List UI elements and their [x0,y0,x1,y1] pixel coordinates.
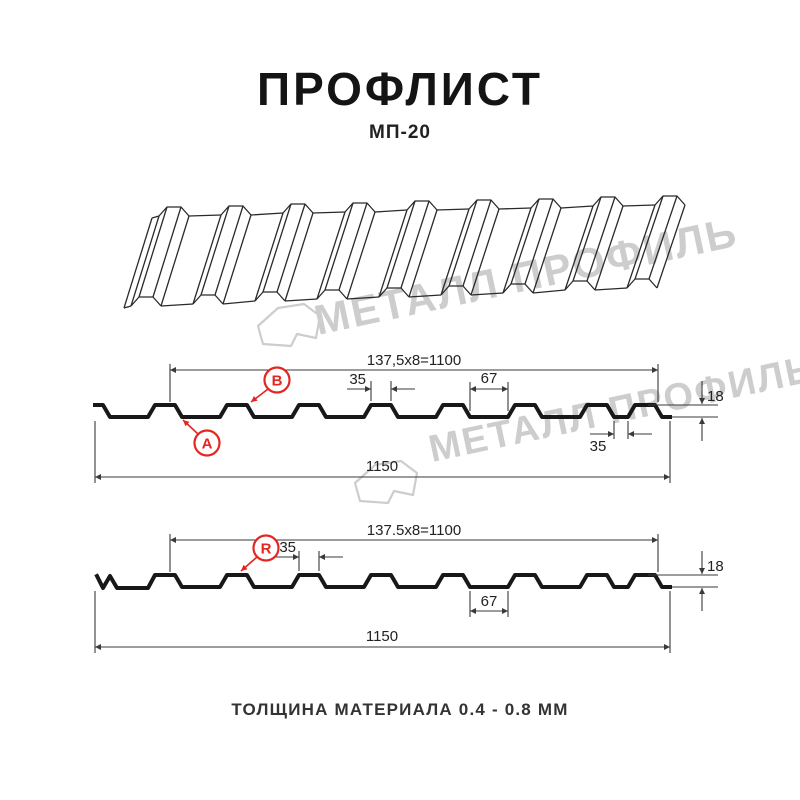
brand-logo-icon [256,302,322,348]
brand-logo-icon [353,459,419,505]
dim-label-valley: 67 [481,370,498,387]
profile-outline [93,403,672,419]
dim-label-valley: 67 [481,593,498,610]
dim-label-pitch: 137.5x8=1100 [367,522,461,539]
page-title: ПРОФЛИСТ [257,63,543,115]
sheet-3d-drawing [123,195,686,309]
callout-r: R [240,534,280,572]
dim-label-height: 18 [707,558,724,575]
watermark-2: МЕТАЛЛ ПРОФИЛЬ [353,348,800,505]
dim-crest-35: 35 [347,371,415,401]
material-thickness-note: ТОЛЩИНА МАТЕРИАЛА 0.4 - 0.8 ММ [231,700,569,719]
profile-diagram-back: 137.5x8=1100 35 67 18 [94,522,724,653]
profile-diagram-front: 137,5x8=1100 35 67 35 [93,352,724,483]
dim-valley-67: 67 [469,370,509,411]
technical-drawing: МЕТАЛЛ ПРОФИЛЬ МЕТАЛЛ ПРОФИЛЬ 137,5x8=11… [93,195,800,653]
dim-crest-35: 35 [275,539,343,571]
profile-outline [94,573,672,590]
dim-height-18: 18 [648,381,724,441]
dim-valley-67: 67 [469,591,509,617]
watermark-1: МЕТАЛЛ ПРОФИЛЬ [256,208,742,348]
dim-label-height: 18 [707,388,724,405]
callout-letter-a: A [202,436,213,453]
sheet-rib-slants [130,195,686,307]
callout-circle [252,534,280,562]
dim-overall-1150: 1150 [94,591,671,653]
callout-a: A [182,419,221,457]
dim-label-crest: 35 [349,371,366,388]
dim-pitch: 137.5x8=1100 [169,522,659,572]
dim-groove-35: 35 [590,421,652,455]
sheet-edges [123,204,656,309]
dim-pitch: 137,5x8=1100 [169,352,659,402]
dim-label-pitch: 137,5x8=1100 [367,352,461,369]
dim-overall-1150: 1150 [94,421,671,483]
product-model: МП-20 [369,122,431,143]
callout-b: B [250,366,291,403]
dim-label-overall: 1150 [366,458,398,475]
callout-circle [263,366,291,394]
callout-letter-r: R [261,541,272,558]
sheet-rib-crests [130,195,686,307]
dim-label-overall: 1150 [366,628,398,645]
callout-letter-b: B [272,373,283,390]
dim-label-crest: 35 [279,539,296,556]
dim-label-groove: 35 [590,438,607,455]
callout-circle [193,429,221,457]
brand-watermark-text: МЕТАЛЛ ПРОФИЛЬ [425,348,800,471]
dim-height-18: 18 [648,551,724,611]
